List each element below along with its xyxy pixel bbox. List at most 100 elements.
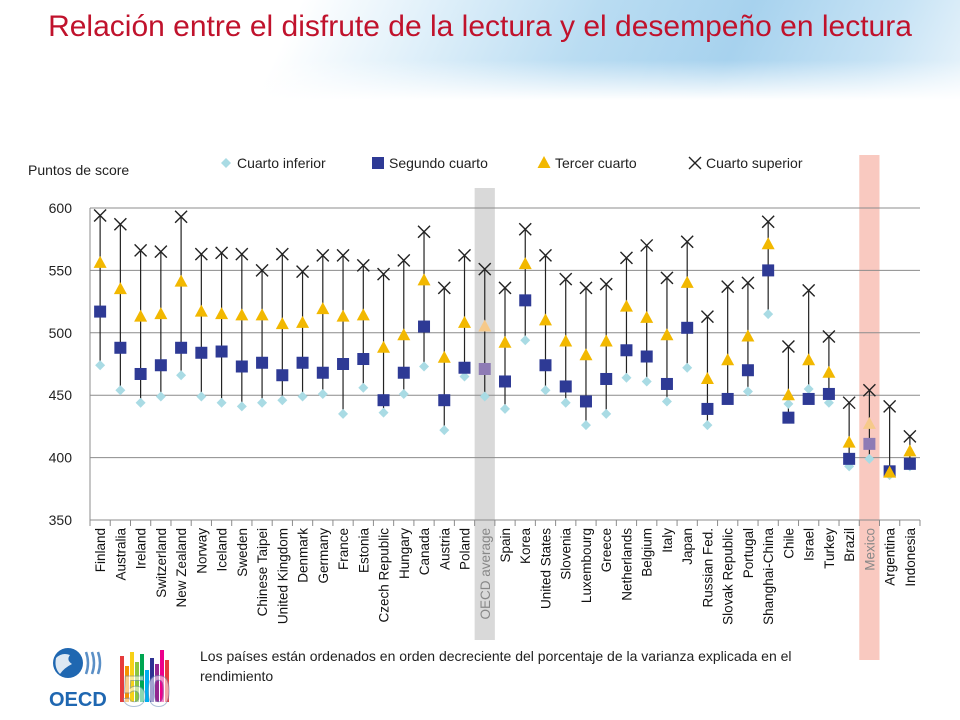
point-tercer-cuarto [903,444,917,457]
point-cuarto-superior [518,222,532,236]
point-cuarto-superior [134,243,148,257]
point-cuarto-superior [478,262,492,276]
point-cuarto-inferior [500,403,510,414]
point-tercer-cuarto [741,329,755,342]
x-tick-label: Finland [93,528,108,572]
point-cuarto-superior [417,225,431,239]
y-tick-label: 550 [49,262,73,278]
point-tercer-cuarto [113,282,127,295]
point-cuarto-inferior [398,388,409,399]
point-cuarto-inferior [702,420,713,431]
point-cuarto-inferior [419,361,430,372]
point-cuarto-inferior [540,385,551,396]
point-cuarto-inferior [216,397,227,408]
point-tercer-cuarto [417,273,431,286]
point-tercer-cuarto [174,274,188,287]
point-segundo-cuarto [154,359,167,372]
point-tercer-cuarto [883,465,897,478]
point-cuarto-superior [154,245,168,259]
x-tick-label: Norway [194,528,209,574]
point-cuarto-inferior [682,362,693,373]
point-tercer-cuarto [842,435,856,448]
point-cuarto-superior [599,277,613,291]
point-cuarto-inferior [358,382,369,393]
x-tick-label: United Kingdom [275,528,290,624]
point-cuarto-inferior [176,370,187,381]
x-tick-label: Iceland [215,528,230,572]
point-cuarto-superior [255,263,269,277]
point-segundo-cuarto [296,356,309,369]
point-tercer-cuarto [619,299,633,312]
point-tercer-cuarto [458,315,472,328]
highlight-column [474,188,495,640]
point-cuarto-inferior [742,386,753,397]
point-tercer-cuarto [862,416,876,429]
point-tercer-cuarto [215,307,229,320]
point-tercer-cuarto [478,319,492,332]
x-tick-label: Mexico [862,528,877,571]
point-tercer-cuarto [822,365,836,378]
point-cuarto-inferior [661,396,672,407]
point-segundo-cuarto [256,356,269,369]
x-tick-label: United States [538,528,553,609]
point-cuarto-inferior [378,407,389,418]
point-segundo-cuarto [741,364,754,377]
point-cuarto-superior [660,271,674,285]
y-tick-label: 350 [49,512,73,528]
point-tercer-cuarto [761,237,775,250]
point-cuarto-superior [215,246,229,260]
point-tercer-cuarto [579,348,593,361]
point-segundo-cuarto [600,372,613,385]
x-tick-label: Australia [113,528,128,581]
point-segundo-cuarto [681,321,694,334]
point-cuarto-superior [579,281,593,295]
point-tercer-cuarto [296,315,310,328]
x-tick-label: Ireland [134,528,149,569]
point-cuarto-superior [458,248,472,262]
point-segundo-cuarto [215,345,228,358]
globe-icon [53,648,83,678]
point-cuarto-inferior [257,397,268,408]
point-cuarto-superior [538,248,552,262]
point-segundo-cuarto [276,369,289,382]
x-tick-label: Portugal [741,528,756,578]
x-tick-label: Switzerland [154,528,169,598]
point-cuarto-superior [316,248,330,262]
point-cuarto-superior [883,399,897,413]
x-tick-label: Canada [417,528,432,576]
point-tercer-cuarto [700,371,714,384]
point-segundo-cuarto [397,366,410,379]
point-tercer-cuarto [93,255,107,268]
point-tercer-cuarto [336,309,350,322]
point-cuarto-superior [862,383,876,397]
point-cuarto-inferior [115,385,126,396]
point-segundo-cuarto [701,402,714,415]
point-segundo-cuarto [782,411,795,424]
x-tick-label: Germany [316,528,331,584]
point-cuarto-superior [822,330,836,344]
y-tick-label: 500 [49,325,73,341]
point-segundo-cuarto [903,457,916,470]
point-cuarto-superior [741,276,755,290]
point-segundo-cuarto [195,346,208,359]
point-cuarto-superior [336,248,350,262]
point-tercer-cuarto [235,308,249,321]
x-tick-label: New Zealand [174,528,189,608]
y-axis-title: Puntos de score [28,162,129,178]
x-tick-label: Slovak Republic [721,528,736,625]
footnote: Los países están ordenados en orden decr… [200,648,792,684]
x-tick-label: Chile [781,528,796,559]
x-tick-label: Spain [498,528,513,563]
point-tercer-cuarto [781,388,795,401]
point-cuarto-superior [559,272,573,286]
point-segundo-cuarto [438,394,451,407]
x-tick-label: Slovenia [559,528,574,580]
point-cuarto-superior [721,280,735,294]
point-cuarto-inferior [641,376,652,387]
x-tick-label: Czech Republic [377,528,392,623]
point-cuarto-inferior [277,395,288,406]
point-tercer-cuarto [194,304,208,317]
header-background [0,0,960,100]
point-segundo-cuarto [539,359,552,372]
point-segundo-cuarto [721,392,734,405]
